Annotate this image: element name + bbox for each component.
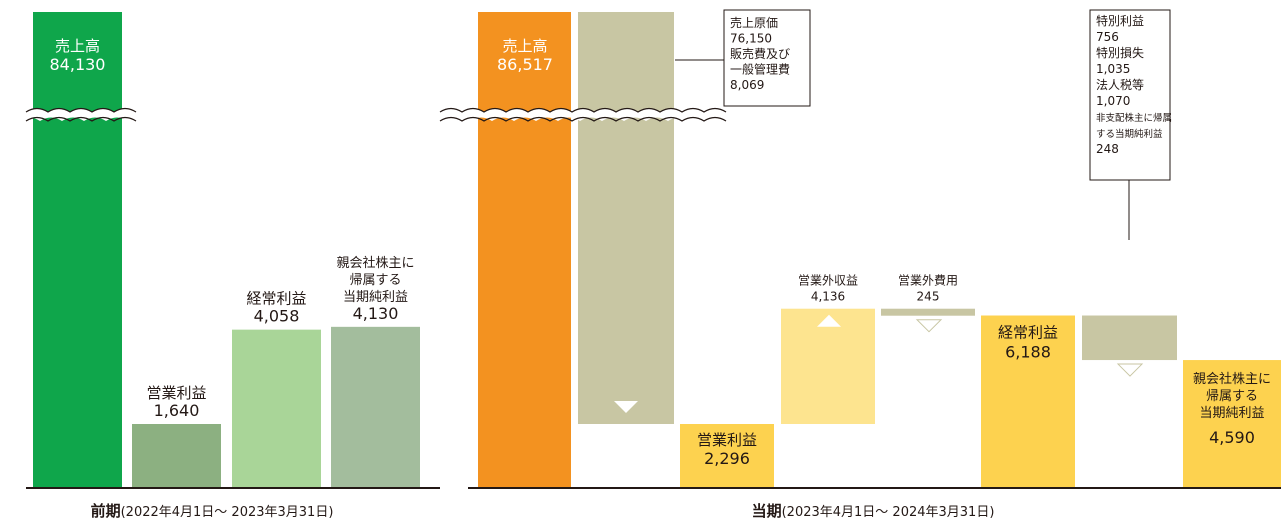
period-range-prev: (2022年4月1日〜 2023年3月31日) xyxy=(120,505,334,520)
period-label-prev: 前期(2022年4月1日〜 2023年3月31日) xyxy=(91,500,334,521)
curr-bar-value-4: 245 xyxy=(917,290,940,304)
curr-bar-4 xyxy=(881,308,975,316)
curr-bar-value-3: 4,136 xyxy=(811,290,845,304)
curr-bar-3-arrow xyxy=(817,314,841,327)
curr-bar-7 xyxy=(1183,360,1281,488)
prev-bar-label-1: 営業利益 xyxy=(146,384,206,402)
prev-axis-break-line-bottom xyxy=(25,116,137,122)
prev-bar-label-2: 経常利益 xyxy=(246,290,306,308)
curr-bar-2 xyxy=(680,424,774,488)
period-range-curr: (2023年4月1日〜 2024年3月31日) xyxy=(781,505,995,520)
period-label-curr: 当期(2023年4月1日〜 2024年3月31日) xyxy=(752,500,995,521)
curr-bar-label-0: 売上高 xyxy=(502,37,547,55)
curr-bar-value-5: 6,188 xyxy=(1005,343,1051,362)
prev-bar-1 xyxy=(132,424,221,488)
curr-bar-4-arrow xyxy=(915,319,943,333)
curr-bar-label-5: 経常利益 xyxy=(998,324,1058,342)
prev-bar-3 xyxy=(331,326,420,488)
callout-2-text: 特別利益 756 特別損失 1,035 法人税等 1,070 非支配株主に帰属する当期純利益… xyxy=(1096,13,1172,156)
prev-bar-value-3: 4,130 xyxy=(353,304,399,323)
curr-bar-value-7: 4,590 xyxy=(1209,428,1255,447)
curr-bar-5 xyxy=(981,315,1075,488)
curr-bar-6 xyxy=(1082,315,1177,361)
prev-bar-value-2: 4,058 xyxy=(254,307,300,326)
curr-bar-label-2: 営業利益 xyxy=(697,431,757,449)
callout-1-box xyxy=(723,9,811,107)
callout-1-text: 売上原価 76,150 販売費及び一般管理費 8,069 xyxy=(730,15,790,92)
prev-bar-2 xyxy=(232,329,321,488)
prev-bar-value-0: 84,130 xyxy=(50,55,106,74)
curr-bar-value-0: 86,517 xyxy=(497,55,553,74)
curr-bar-3 xyxy=(781,308,875,424)
curr-bar-1 xyxy=(578,12,674,424)
period-name-prev: 前期 xyxy=(90,502,121,520)
prev-bar-value-1: 1,640 xyxy=(154,401,200,420)
prev-bar-0 xyxy=(33,12,122,488)
curr-bar-6-arrow xyxy=(1116,363,1144,377)
prev-bar-label-0: 売上高 xyxy=(55,37,100,55)
curr-bar-label-3: 営業外収益 xyxy=(798,274,858,288)
curr-bar-label-4: 営業外費用 xyxy=(898,273,958,288)
callout-2-box xyxy=(1089,9,1171,181)
curr-axis-break-line-bottom xyxy=(439,116,727,122)
prev-axis-break-line-top xyxy=(25,107,137,113)
curr-bar-label-7: 親会社株主に帰属する当期純利益 xyxy=(1193,371,1271,421)
curr-bar-1-arrow xyxy=(614,401,638,413)
prev-bar-label-3: 親会社株主に帰属する当期純利益 xyxy=(336,255,414,305)
curr-axis-break-line-top xyxy=(439,107,727,113)
curr-bar-0 xyxy=(478,12,571,488)
curr-bar-value-2: 2,296 xyxy=(704,449,750,468)
period-name-curr: 当期 xyxy=(751,502,782,520)
